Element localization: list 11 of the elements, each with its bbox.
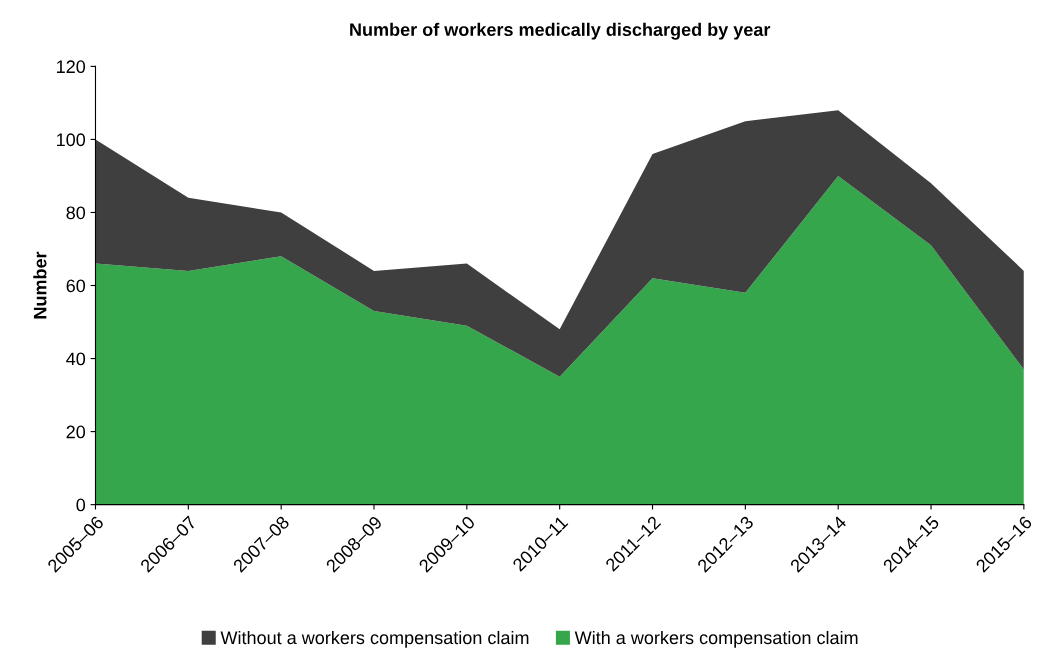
- y-tick-label: 40: [66, 352, 86, 366]
- y-tick-label: 0: [76, 498, 86, 512]
- legend-label: Without a workers compensation claim: [220, 630, 529, 648]
- y-tick-label: 100: [57, 133, 86, 147]
- legend-label: With a workers compensation claim: [574, 630, 858, 648]
- y-tick-label: 120: [57, 60, 86, 74]
- y-tick-label: 60: [66, 279, 86, 293]
- chart-title: Number of workers medically discharged by year: [350, 22, 771, 40]
- y-axis-title: Number: [33, 251, 47, 319]
- y-tick-label: 20: [66, 425, 86, 439]
- y-tick-label: 80: [66, 206, 86, 220]
